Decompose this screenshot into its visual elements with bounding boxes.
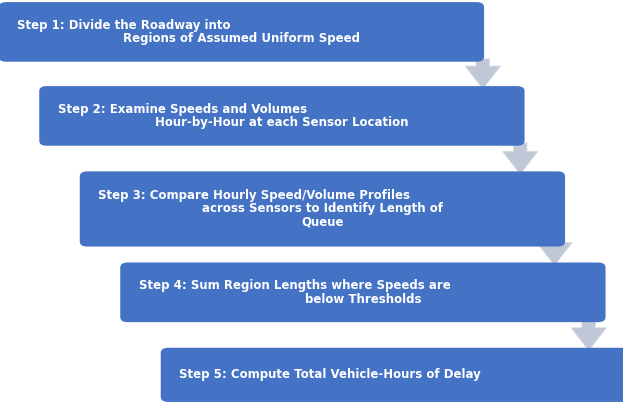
Text: Step 4: Sum Region Lengths where Speeds are: Step 4: Sum Region Lengths where Speeds … xyxy=(139,279,450,292)
Polygon shape xyxy=(571,319,607,351)
Text: Step 3: Compare Hourly Speed/Volume Profiles: Step 3: Compare Hourly Speed/Volume Prof… xyxy=(98,189,411,202)
Text: Queue: Queue xyxy=(301,216,344,229)
Text: below Thresholds: below Thresholds xyxy=(305,293,421,305)
Text: across Sensors to Identify Length of: across Sensors to Identify Length of xyxy=(202,202,443,215)
Polygon shape xyxy=(465,59,501,89)
Text: Regions of Assumed Uniform Speed: Regions of Assumed Uniform Speed xyxy=(123,32,360,45)
Polygon shape xyxy=(502,143,538,174)
FancyBboxPatch shape xyxy=(120,262,606,322)
Text: Step 5: Compute Total Vehicle-Hours of Delay: Step 5: Compute Total Vehicle-Hours of D… xyxy=(179,368,481,381)
FancyBboxPatch shape xyxy=(161,348,623,402)
Text: Hour-by-Hour at each Sensor Location: Hour-by-Hour at each Sensor Location xyxy=(155,116,409,129)
FancyBboxPatch shape xyxy=(80,171,565,247)
FancyBboxPatch shape xyxy=(0,2,484,62)
FancyBboxPatch shape xyxy=(39,86,525,146)
Polygon shape xyxy=(536,242,573,265)
Text: Step 2: Examine Speeds and Volumes: Step 2: Examine Speeds and Volumes xyxy=(58,103,307,116)
Text: Step 1: Divide the Roadway into: Step 1: Divide the Roadway into xyxy=(17,19,231,32)
